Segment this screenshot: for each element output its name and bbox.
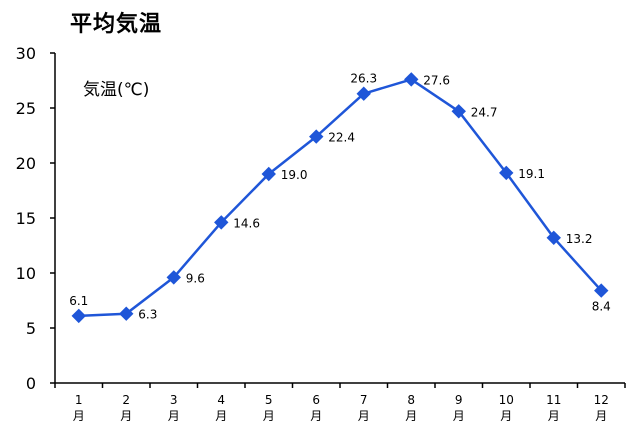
data-point-marker [214,215,229,230]
x-tick-label-unit: 月 [263,409,275,423]
x-tick-label-unit: 月 [405,409,417,423]
y-tick-label: 10 [16,264,36,283]
y-tick-label: 25 [16,99,36,118]
series-group: 6.1 6.3 9.6 14.6 19.0 22.4 26.3 27.6 24.7 19.1 13.… [69,72,611,324]
data-point-marker [309,129,324,144]
data-point-marker [594,283,609,298]
data-point-marker [71,308,86,324]
x-tick-label-number: 12 [594,393,609,407]
x-tick-label-number: 4 [217,393,225,407]
series-label: 気温(℃) [83,80,150,100]
data-point-marker [499,165,514,181]
x-tick-label-number: 7 [360,393,368,407]
x-tick-label-unit: 月 [595,409,607,423]
series-line [78,78,603,318]
chart-title: 平均気温 [70,12,163,37]
data-point-marker [451,104,466,119]
y-tick-label: 5 [26,319,36,338]
y-tick-group: 0 5 10 15 20 25 30 [16,44,55,393]
x-tick-label-unit: 月 [548,409,560,423]
x-tick-label-unit: 月 [120,409,132,423]
data-label: 8.4 [592,300,611,314]
data-label: 9.6 [186,271,205,285]
x-tick-label-unit: 月 [168,409,180,423]
data-label: 13.2 [566,232,593,246]
data-point-marker [356,86,371,101]
x-tick-label-number: 10 [499,393,514,407]
data-point-marker [119,306,134,321]
y-tick-label: 20 [16,154,36,173]
data-label: 24.7 [471,105,498,119]
x-tick-label-unit: 月 [500,409,512,423]
data-label: 6.3 [138,308,157,322]
x-tick-label-number: 1 [75,393,83,407]
y-tick-label: 15 [16,209,36,228]
x-tick-label-unit: 月 [358,409,370,423]
x-tick-group: 1 月 2 月 3 月 4 月 5 月 6 月 7 月 8 月 9 月 10 月 11 月 12 月 [54,383,626,423]
x-tick-label-number: 2 [122,393,130,407]
x-tick-label-number: 8 [407,393,415,407]
x-tick-label-number: 3 [170,393,178,407]
data-point-marker [261,166,276,182]
y-tick-label: 30 [16,44,36,63]
x-tick-label-unit: 月 [310,409,322,423]
x-tick-label-number: 11 [546,393,561,407]
data-point-marker [546,230,561,246]
data-point-marker [166,270,181,285]
x-tick-label-unit: 月 [453,409,465,423]
data-point-marker [404,72,419,87]
y-tick-label: 0 [26,374,36,393]
x-tick-label-unit: 月 [73,409,85,423]
x-tick-label-unit: 月 [215,409,227,423]
data-label: 27.6 [423,73,450,87]
data-label: 26.3 [350,72,377,86]
data-label: 19.1 [518,167,545,181]
data-label: 14.6 [233,216,260,230]
x-tick-label-number: 6 [312,393,320,407]
x-tick-label-number: 9 [455,393,463,407]
data-label: 22.4 [328,131,355,145]
data-label: 6.1 [69,294,88,308]
x-tick-label-number: 5 [265,393,273,407]
data-label: 19.0 [281,168,308,182]
